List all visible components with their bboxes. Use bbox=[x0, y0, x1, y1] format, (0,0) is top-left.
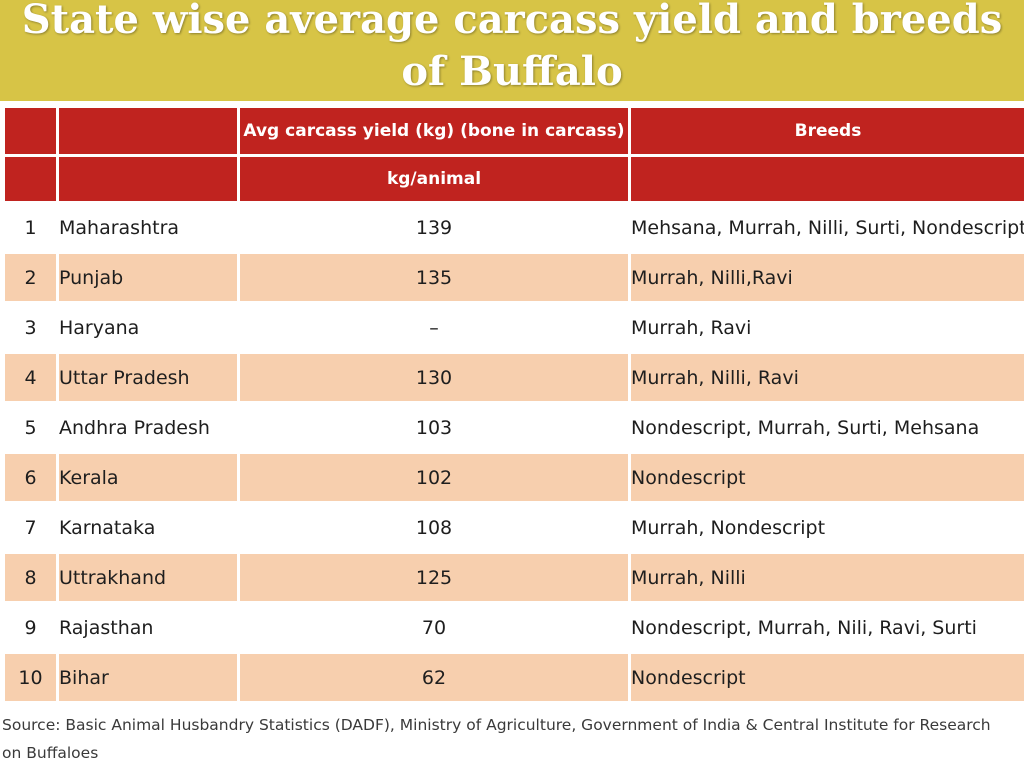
breeds-list: Murrah, Nilli, Ravi bbox=[631, 354, 1024, 401]
header-unit: kg/animal bbox=[240, 157, 628, 201]
row-number: 7 bbox=[5, 504, 56, 551]
state-name: Kerala bbox=[59, 454, 237, 501]
row-number: 10 bbox=[5, 654, 56, 701]
carcass-yield: 102 bbox=[240, 454, 628, 501]
row-number: 1 bbox=[5, 204, 56, 251]
breeds-list: Nondescript bbox=[631, 654, 1024, 701]
table-row: 3 Haryana – Murrah, Ravi bbox=[5, 304, 1024, 351]
unit-cell-breeds bbox=[631, 157, 1024, 201]
state-name: Andhra Pradesh bbox=[59, 404, 237, 451]
breeds-list: Nondescript, Murrah, Surti, Mehsana bbox=[631, 404, 1024, 451]
state-name: Punjab bbox=[59, 254, 237, 301]
row-number: 9 bbox=[5, 604, 56, 651]
table-row: 10 Bihar 62 Nondescript bbox=[5, 654, 1024, 701]
breeds-list: Murrah, Nilli,Ravi bbox=[631, 254, 1024, 301]
state-name: Rajasthan bbox=[59, 604, 237, 651]
row-number: 5 bbox=[5, 404, 56, 451]
table-row: 5 Andhra Pradesh 103 Nondescript, Murrah, S… bbox=[5, 404, 1024, 451]
carcass-yield: 70 bbox=[240, 604, 628, 651]
table-row: 4 Uttar Pradesh 130 Murrah, Nilli, Ravi bbox=[5, 354, 1024, 401]
state-name: Karnataka bbox=[59, 504, 237, 551]
header-breeds: Breeds bbox=[631, 108, 1024, 154]
row-number: 3 bbox=[5, 304, 56, 351]
breeds-list: Mehsana, Murrah, Nilli, Surti, Nondescri… bbox=[631, 204, 1024, 251]
carcass-yield: 103 bbox=[240, 404, 628, 451]
table-row: 6 Kerala 102 Nondescript bbox=[5, 454, 1024, 501]
state-name: Uttrakhand bbox=[59, 554, 237, 601]
carcass-yield: – bbox=[240, 304, 628, 351]
row-number: 6 bbox=[5, 454, 56, 501]
title-divider bbox=[0, 101, 1024, 105]
carcass-yield: 135 bbox=[240, 254, 628, 301]
title-bar: State wise average carcass yield and bre… bbox=[0, 0, 1024, 101]
carcass-yield: 130 bbox=[240, 354, 628, 401]
state-name: Haryana bbox=[59, 304, 237, 351]
table-row: 9 Rajasthan 70 Nondescript, Murrah, Nili, R… bbox=[5, 604, 1024, 651]
header-cell-state bbox=[59, 108, 237, 154]
row-number: 8 bbox=[5, 554, 56, 601]
table-row: 2 Punjab 135 Murrah, Nilli,Ravi bbox=[5, 254, 1024, 301]
row-number: 2 bbox=[5, 254, 56, 301]
unit-cell-state bbox=[59, 157, 237, 201]
breeds-list: Nondescript, Murrah, Nili, Ravi, Surti bbox=[631, 604, 1024, 651]
table-body: 1 Maharashtra 139 Mehsana, Murrah, Nilli, S… bbox=[5, 204, 1024, 701]
table-unit-row: kg/animal bbox=[5, 157, 1024, 201]
carcass-yield: 108 bbox=[240, 504, 628, 551]
unit-cell-num bbox=[5, 157, 56, 201]
carcass-yield: 62 bbox=[240, 654, 628, 701]
header-cell-num bbox=[5, 108, 56, 154]
carcass-yield-table: Avg carcass yield (kg) (bone in carcass)… bbox=[2, 105, 1024, 704]
table-row: 1 Maharashtra 139 Mehsana, Murrah, Nilli, S… bbox=[5, 204, 1024, 251]
breeds-list: Nondescript bbox=[631, 454, 1024, 501]
carcass-yield: 139 bbox=[240, 204, 628, 251]
breeds-list: Murrah, Nondescript bbox=[631, 504, 1024, 551]
state-name: Maharashtra bbox=[59, 204, 237, 251]
row-number: 4 bbox=[5, 354, 56, 401]
page-title: State wise average carcass yield and bre… bbox=[21, 0, 1003, 95]
breeds-list: Murrah, Ravi bbox=[631, 304, 1024, 351]
carcass-yield: 125 bbox=[240, 554, 628, 601]
header-yield: Avg carcass yield (kg) (bone in carcass) bbox=[240, 108, 628, 154]
state-name: Bihar bbox=[59, 654, 237, 701]
source-note: Source: Basic Animal Husbandry Statistic… bbox=[2, 716, 991, 762]
table-header-row: Avg carcass yield (kg) (bone in carcass)… bbox=[5, 108, 1024, 154]
table-row: 8 Uttrakhand 125 Murrah, Nilli bbox=[5, 554, 1024, 601]
table-row: 7 Karnataka 108 Murrah, Nondescript bbox=[5, 504, 1024, 551]
state-name: Uttar Pradesh bbox=[59, 354, 237, 401]
breeds-list: Murrah, Nilli bbox=[631, 554, 1024, 601]
